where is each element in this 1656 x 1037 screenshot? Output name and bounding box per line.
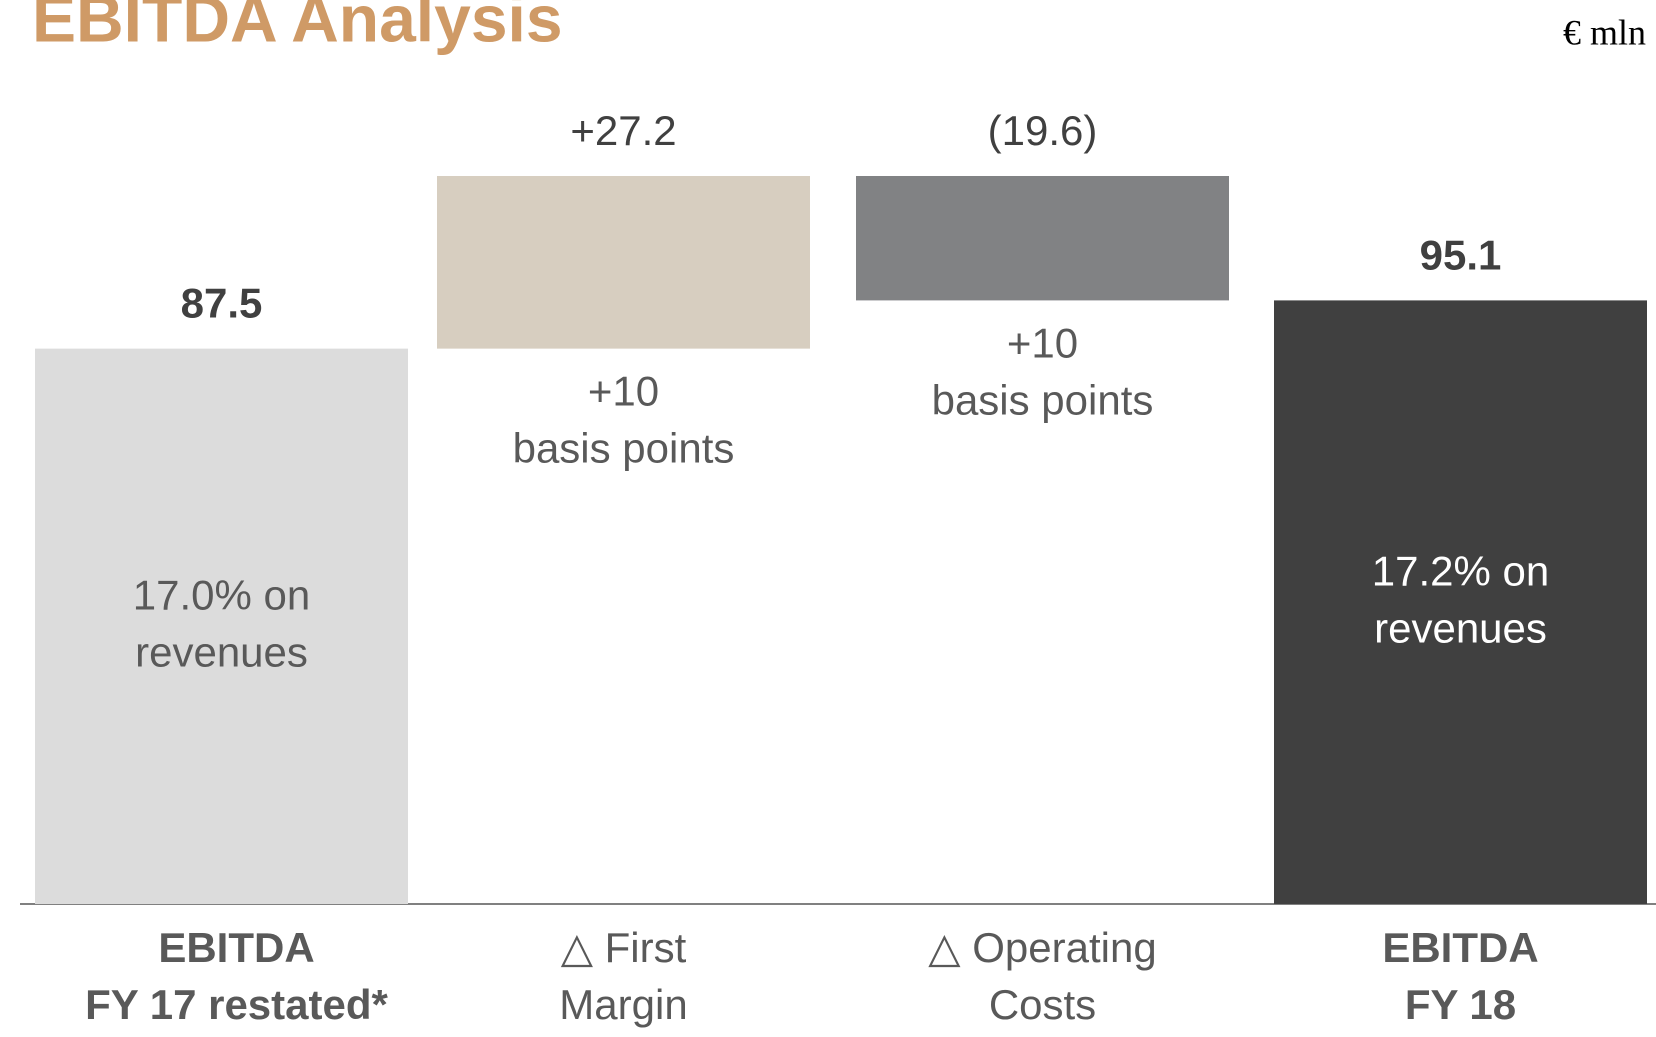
chart-title: EBITDA Analysis [32, 0, 563, 55]
bar [856, 176, 1229, 301]
x-tick-label: EBITDA [158, 924, 314, 971]
bar-note: 17.0% on [133, 571, 310, 618]
value-label: +27.2 [570, 107, 676, 154]
bar-note: +10 [588, 368, 659, 415]
bar-note: +10 [1007, 319, 1078, 366]
bar [437, 176, 810, 349]
x-tick-label: FY 18 [1405, 981, 1516, 1028]
x-tick-label: Costs [989, 981, 1096, 1028]
value-label: 95.1 [1420, 231, 1502, 278]
unit-label: € mln [1563, 12, 1646, 52]
x-tick-label: EBITDA [1382, 924, 1538, 971]
bar [1274, 300, 1647, 905]
x-tick-label: FY 17 restated* [85, 981, 388, 1028]
x-tick-label: Margin [559, 981, 687, 1028]
bar [35, 348, 408, 904]
x-tick-label: △ Operating [928, 924, 1156, 971]
bar-note: revenues [1374, 604, 1547, 651]
bar-note: 17.2% on [1372, 547, 1549, 594]
bar-note: revenues [135, 628, 308, 675]
bar-note: basis points [932, 376, 1154, 423]
bar-note: basis points [513, 425, 735, 472]
x-tick-label: △ First [561, 924, 687, 971]
value-label: 87.5 [181, 280, 263, 327]
value-label: (19.6) [988, 107, 1098, 154]
